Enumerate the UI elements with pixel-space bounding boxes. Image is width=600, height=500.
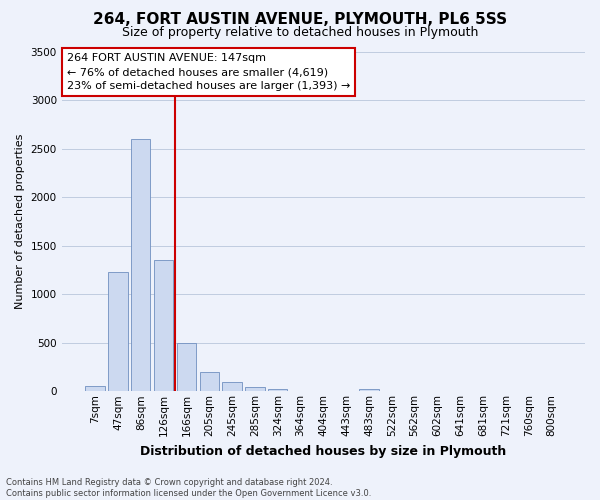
Bar <box>268 390 287 392</box>
Bar <box>200 372 219 392</box>
Bar <box>177 342 196 392</box>
Text: 264 FORT AUSTIN AVENUE: 147sqm
← 76% of detached houses are smaller (4,619)
23% : 264 FORT AUSTIN AVENUE: 147sqm ← 76% of … <box>67 53 350 91</box>
Bar <box>359 390 379 392</box>
Y-axis label: Number of detached properties: Number of detached properties <box>15 134 25 309</box>
Bar <box>154 260 173 392</box>
Bar <box>131 139 151 392</box>
Text: Contains HM Land Registry data © Crown copyright and database right 2024.
Contai: Contains HM Land Registry data © Crown c… <box>6 478 371 498</box>
Bar <box>245 387 265 392</box>
Bar <box>223 382 242 392</box>
Text: Size of property relative to detached houses in Plymouth: Size of property relative to detached ho… <box>122 26 478 39</box>
Bar <box>108 272 128 392</box>
Bar <box>85 386 105 392</box>
X-axis label: Distribution of detached houses by size in Plymouth: Distribution of detached houses by size … <box>140 444 506 458</box>
Text: 264, FORT AUSTIN AVENUE, PLYMOUTH, PL6 5SS: 264, FORT AUSTIN AVENUE, PLYMOUTH, PL6 5… <box>93 12 507 28</box>
